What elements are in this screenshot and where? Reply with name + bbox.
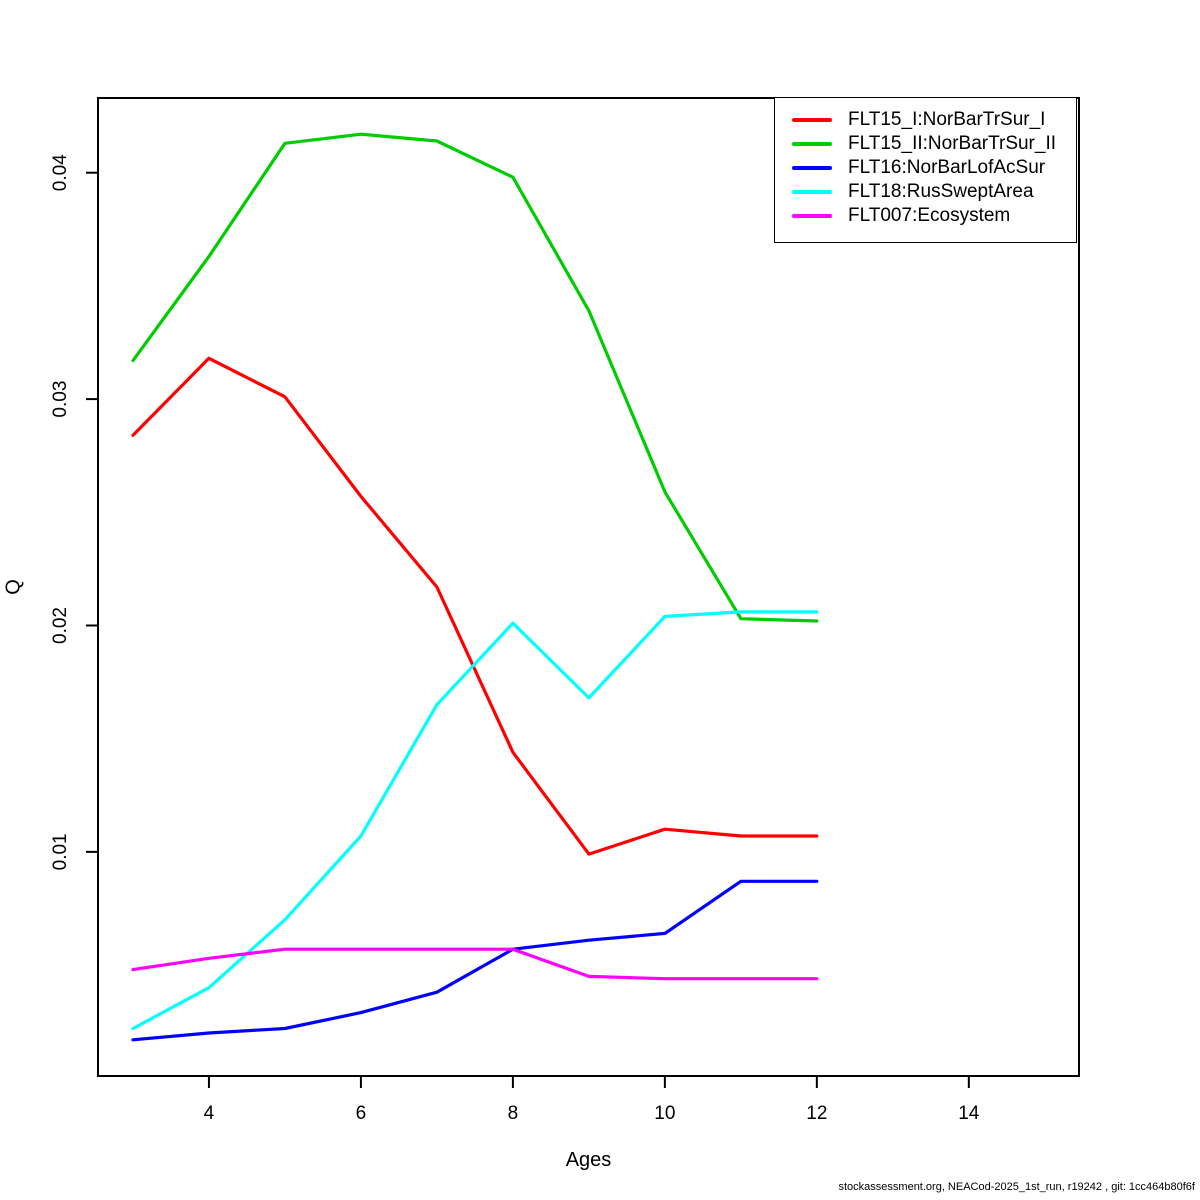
legend-label: FLT007:Ecosystem (848, 205, 1011, 226)
x-tick-label: 6 (356, 1103, 367, 1124)
series-line-FLT15_II:NorBarTrSur_II (131, 132, 819, 623)
legend-item: FLT15_II:NorBarTrSur_II (775, 132, 1076, 156)
y-tick-label: 0.03 (50, 381, 71, 418)
footer-attribution: stockassessment.org, NEACod-2025_1st_run… (838, 1181, 1196, 1193)
x-tick-label: 10 (654, 1103, 675, 1124)
legend-item: FLT16:NorBarLofAcSur (775, 156, 1076, 180)
legend-line-swatch (792, 118, 832, 122)
legend-label: FLT16:NorBarLofAcSur (848, 157, 1046, 178)
y-tick-label: 0.04 (50, 154, 71, 191)
series-line-FLT18:RusSweptArea (131, 610, 819, 1031)
x-tick-label: 12 (806, 1103, 827, 1124)
legend-line-swatch (792, 214, 832, 218)
legend-label: FLT15_II:NorBarTrSur_II (848, 133, 1057, 154)
legend-label: FLT15_I:NorBarTrSur_I (848, 109, 1046, 130)
legend: FLT15_I:NorBarTrSur_I FLT15_II:NorBarTrS… (774, 97, 1077, 243)
legend-line-swatch (792, 166, 832, 170)
series-line-FLT007:Ecosystem (131, 947, 819, 981)
y-axis-title: Q (2, 579, 25, 595)
x-axis-title: Ages (565, 1149, 612, 1171)
series-line-FLT15_I:NorBarTrSur_I (131, 356, 819, 856)
x-tick-label: 4 (204, 1103, 215, 1124)
legend-line-swatch (792, 190, 832, 194)
legend-line-swatch (792, 142, 832, 146)
legend-label: FLT18:RusSweptArea (848, 181, 1034, 202)
series-line-FLT16:NorBarLofAcSur (131, 879, 819, 1042)
legend-item: FLT007:Ecosystem (775, 204, 1076, 228)
legend-item: FLT15_I:NorBarTrSur_I (775, 108, 1076, 132)
x-tick-label: 8 (508, 1103, 519, 1124)
y-tick-label: 0.02 (50, 607, 71, 644)
y-tick-label: 0.01 (50, 833, 71, 870)
plot-border (97, 97, 1080, 1077)
x-tick-label: 14 (958, 1103, 980, 1124)
legend-item: FLT18:RusSweptArea (775, 180, 1076, 204)
